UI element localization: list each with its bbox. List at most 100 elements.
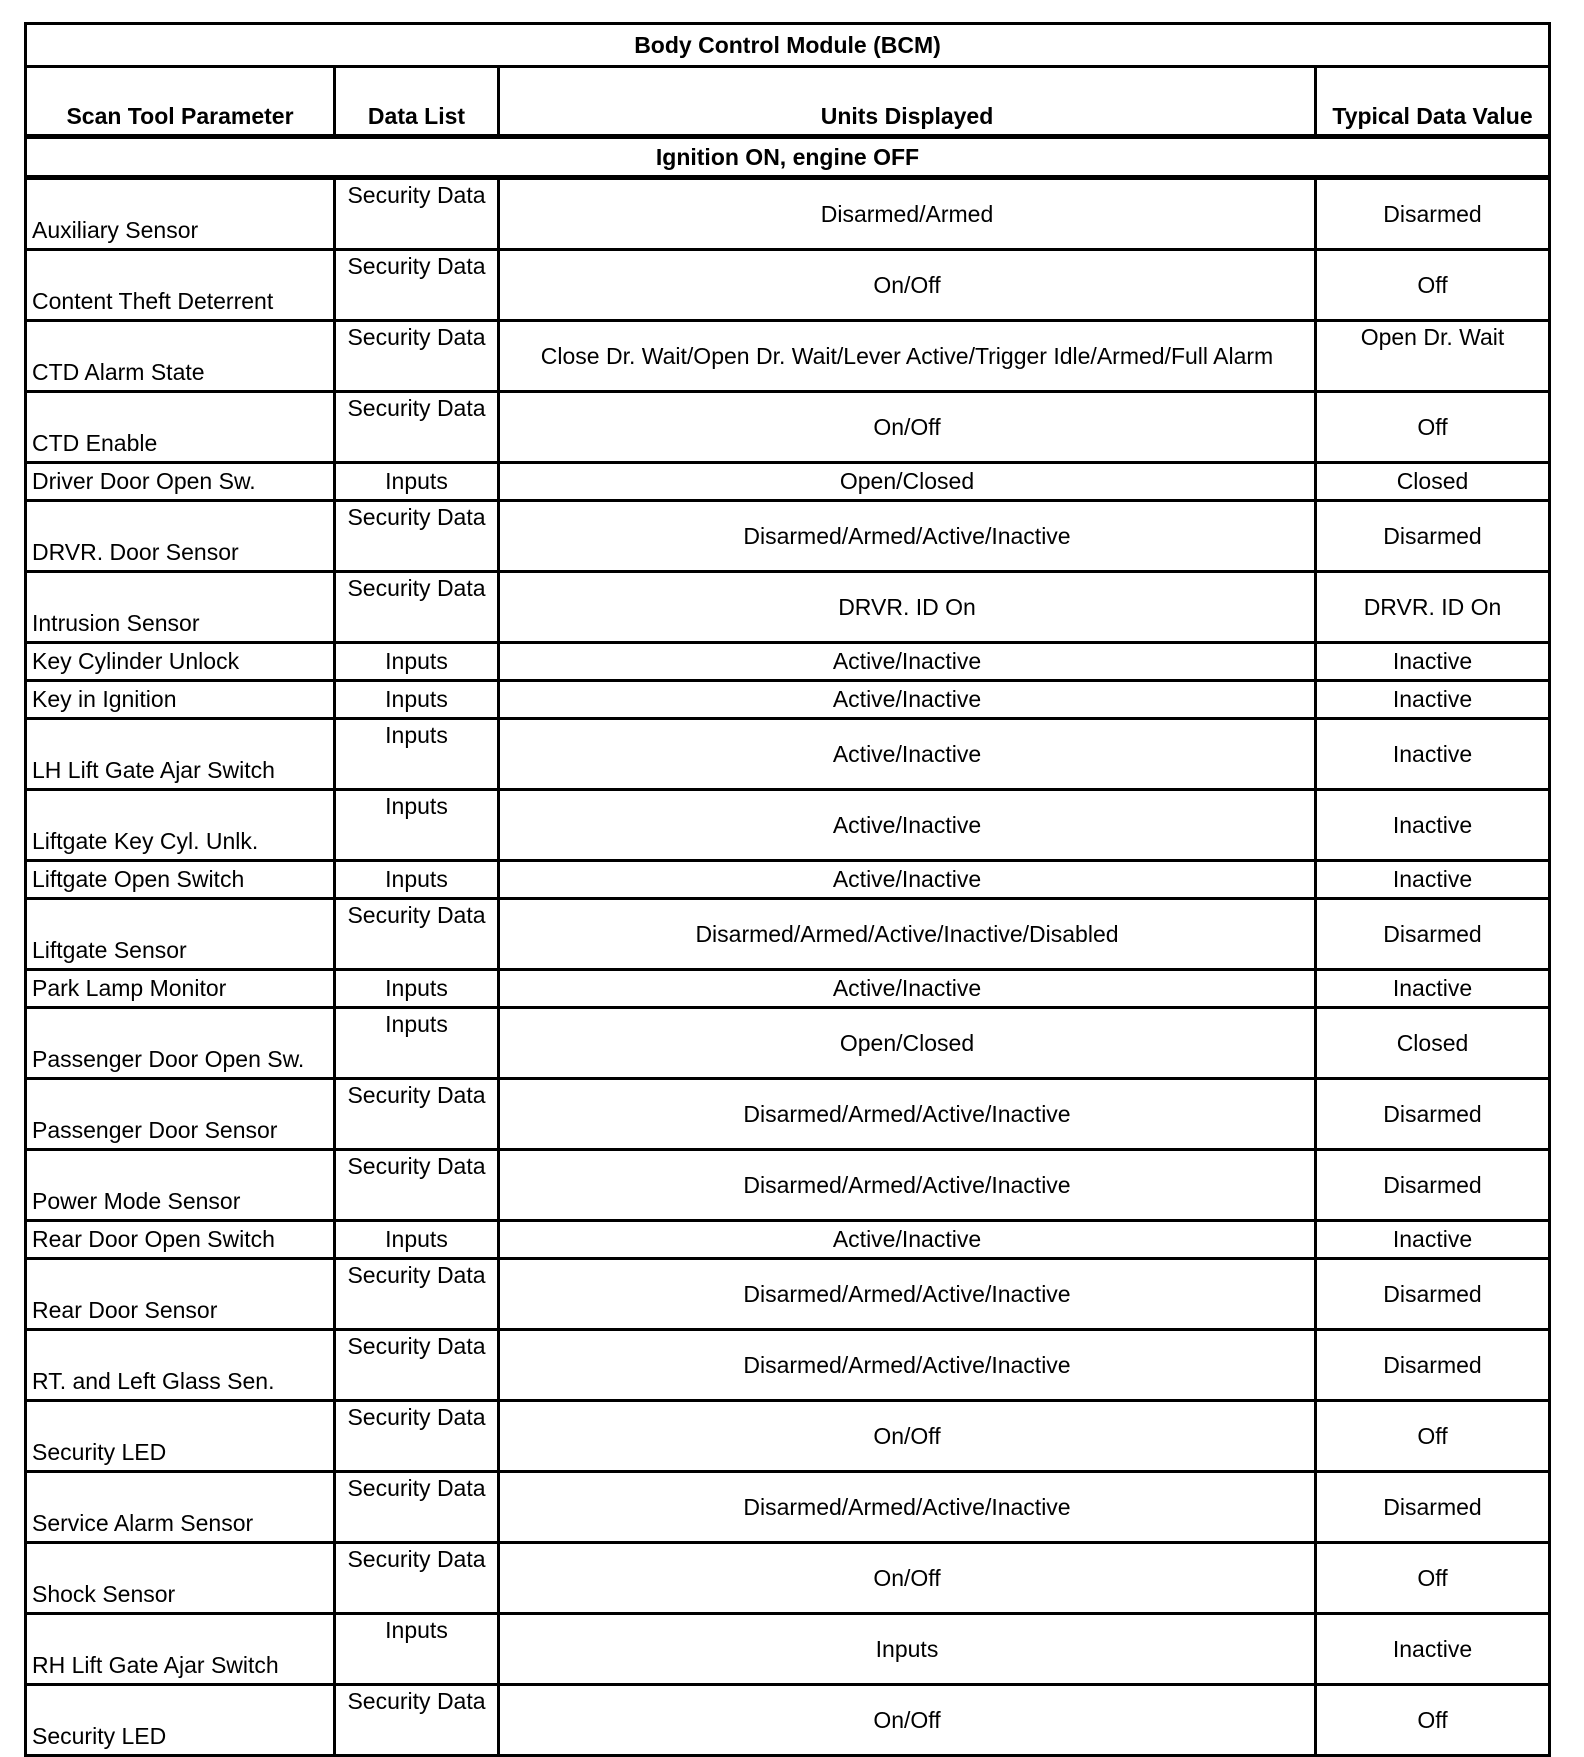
table-title: Body Control Module (BCM) bbox=[24, 22, 1551, 68]
table-row: Intrusion Sensor Security Data DRVR. ID On… bbox=[24, 570, 1551, 644]
data-list-cell: Security Data bbox=[333, 1683, 500, 1757]
units-cell: Active/Inactive bbox=[497, 641, 1317, 682]
parameter-cell: Key Cylinder Unlock bbox=[24, 641, 336, 682]
table-row: Content Theft Deterrent Security Data On/O… bbox=[24, 248, 1551, 322]
parameter-cell: Key in Ignition bbox=[24, 679, 336, 720]
units-cell: Disarmed/Armed/Active/Inactive/Disabled bbox=[497, 897, 1317, 971]
parameter-cell: Park Lamp Monitor bbox=[24, 968, 336, 1009]
typical-value-cell: Inactive bbox=[1314, 641, 1551, 682]
parameter-cell: DRVR. Door Sensor bbox=[24, 499, 336, 573]
typical-value-cell: Inactive bbox=[1314, 859, 1551, 900]
header-data-list: Data List bbox=[333, 65, 500, 138]
data-list-cell: Security Data bbox=[333, 1399, 500, 1473]
parameter-cell: Intrusion Sensor bbox=[24, 570, 336, 644]
typical-value-cell: Closed bbox=[1314, 461, 1551, 502]
data-list-cell: Inputs bbox=[333, 461, 500, 502]
table-row: Passenger Door Sensor Security Data Disarm… bbox=[24, 1077, 1551, 1151]
units-cell: On/Off bbox=[497, 1399, 1317, 1473]
parameter-cell: Shock Sensor bbox=[24, 1541, 336, 1615]
units-cell: On/Off bbox=[497, 1541, 1317, 1615]
typical-value-cell: Disarmed bbox=[1314, 1470, 1551, 1544]
units-cell: Active/Inactive bbox=[497, 968, 1317, 1009]
units-cell: Inputs bbox=[497, 1612, 1317, 1686]
typical-value-cell: Off bbox=[1314, 248, 1551, 322]
typical-value-cell: Inactive bbox=[1314, 1612, 1551, 1686]
table-row: CTD Enable Security Data On/Off Off bbox=[24, 390, 1551, 464]
units-cell: Active/Inactive bbox=[497, 788, 1317, 862]
parameter-cell: RT. and Left Glass Sen. bbox=[24, 1328, 336, 1402]
typical-value-cell: Inactive bbox=[1314, 1219, 1551, 1260]
data-list-cell: Security Data bbox=[333, 1257, 500, 1331]
data-list-cell: Security Data bbox=[333, 176, 500, 251]
table-row: CTD Alarm State Security Data Close Dr. Wa… bbox=[24, 319, 1551, 393]
typical-value-cell: Closed bbox=[1314, 1006, 1551, 1080]
parameter-cell: Content Theft Deterrent bbox=[24, 248, 336, 322]
data-list-cell: Inputs bbox=[333, 679, 500, 720]
data-list-cell: Security Data bbox=[333, 1328, 500, 1402]
typical-value-cell: DRVR. ID On bbox=[1314, 570, 1551, 644]
data-list-cell: Security Data bbox=[333, 499, 500, 573]
data-list-cell: Security Data bbox=[333, 1541, 500, 1615]
typical-value-cell: Disarmed bbox=[1314, 897, 1551, 971]
data-list-cell: Security Data bbox=[333, 1077, 500, 1151]
table-row: Driver Door Open Sw. Inputs Open/Closed Clo… bbox=[24, 461, 1551, 502]
data-list-cell: Inputs bbox=[333, 1612, 500, 1686]
parameter-cell: Power Mode Sensor bbox=[24, 1148, 336, 1222]
table-row: Passenger Door Open Sw. Inputs Open/Closed… bbox=[24, 1006, 1551, 1080]
typical-value-cell: Disarmed bbox=[1314, 176, 1551, 251]
units-cell: On/Off bbox=[497, 390, 1317, 464]
units-cell: Open/Closed bbox=[497, 1006, 1317, 1080]
data-list-cell: Inputs bbox=[333, 1006, 500, 1080]
parameter-cell: RH Lift Gate Ajar Switch bbox=[24, 1612, 336, 1686]
typical-value-cell: Inactive bbox=[1314, 788, 1551, 862]
table-row: DRVR. Door Sensor Security Data Disarmed/A… bbox=[24, 499, 1551, 573]
data-list-cell: Inputs bbox=[333, 968, 500, 1009]
parameter-cell: Service Alarm Sensor bbox=[24, 1470, 336, 1544]
parameter-cell: Security LED bbox=[24, 1399, 336, 1473]
parameter-cell: Passenger Door Open Sw. bbox=[24, 1006, 336, 1080]
units-cell: Disarmed/Armed/Active/Inactive bbox=[497, 1328, 1317, 1402]
parameter-cell: Auxiliary Sensor bbox=[24, 176, 336, 251]
units-cell: Disarmed/Armed/Active/Inactive bbox=[497, 1077, 1317, 1151]
data-list-cell: Inputs bbox=[333, 717, 500, 791]
units-cell: Close Dr. Wait/Open Dr. Wait/Lever Activ… bbox=[497, 319, 1317, 393]
table-row: Liftgate Open Switch Inputs Active/Inactiv… bbox=[24, 859, 1551, 900]
data-list-cell: Inputs bbox=[333, 1219, 500, 1260]
typical-value-cell: Inactive bbox=[1314, 717, 1551, 791]
parameter-cell: CTD Alarm State bbox=[24, 319, 336, 393]
table-row: Key Cylinder Unlock Inputs Active/Inactive… bbox=[24, 641, 1551, 682]
units-cell: Active/Inactive bbox=[497, 679, 1317, 720]
data-list-cell: Security Data bbox=[333, 897, 500, 971]
data-list-cell: Inputs bbox=[333, 788, 500, 862]
units-cell: On/Off bbox=[497, 1683, 1317, 1757]
header-scan-tool-parameter: Scan Tool Parameter bbox=[24, 65, 336, 138]
units-cell: Disarmed/Armed/Active/Inactive bbox=[497, 1470, 1317, 1544]
typical-value-cell: Off bbox=[1314, 1683, 1551, 1757]
table-row: Rear Door Sensor Security Data Disarmed/Ar… bbox=[24, 1257, 1551, 1331]
units-cell: Active/Inactive bbox=[497, 717, 1317, 791]
parameter-cell: Passenger Door Sensor bbox=[24, 1077, 336, 1151]
table-row: Park Lamp Monitor Inputs Active/Inactive In… bbox=[24, 968, 1551, 1009]
typical-value-cell: Inactive bbox=[1314, 968, 1551, 1009]
table-row: RH Lift Gate Ajar Switch Inputs Inputs Inac… bbox=[24, 1612, 1551, 1686]
parameter-cell: Rear Door Sensor bbox=[24, 1257, 336, 1331]
table-row: Auxiliary Sensor Security Data Disarmed/Ar… bbox=[24, 176, 1551, 251]
data-list-cell: Inputs bbox=[333, 641, 500, 682]
units-cell: DRVR. ID On bbox=[497, 570, 1317, 644]
table-row: Security LED Security Data On/Off Off bbox=[24, 1683, 1551, 1757]
bcm-data-table: Body Control Module (BCM) Scan Tool Para… bbox=[24, 22, 1551, 1757]
table-row: Liftgate Key Cyl. Unlk. Inputs Active/Inac… bbox=[24, 788, 1551, 862]
parameter-cell: Liftgate Open Switch bbox=[24, 859, 336, 900]
typical-value-cell: Disarmed bbox=[1314, 1148, 1551, 1222]
parameter-cell: Driver Door Open Sw. bbox=[24, 461, 336, 502]
units-cell: Disarmed/Armed/Active/Inactive bbox=[497, 1148, 1317, 1222]
units-cell: Disarmed/Armed bbox=[497, 176, 1317, 251]
data-list-cell: Security Data bbox=[333, 248, 500, 322]
units-cell: Active/Inactive bbox=[497, 859, 1317, 900]
typical-value-cell: Disarmed bbox=[1314, 1257, 1551, 1331]
table-row: RT. and Left Glass Sen. Security Data Disa… bbox=[24, 1328, 1551, 1402]
typical-value-cell: Off bbox=[1314, 390, 1551, 464]
parameter-cell: Liftgate Sensor bbox=[24, 897, 336, 971]
parameter-cell: Rear Door Open Switch bbox=[24, 1219, 336, 1260]
table-row: Liftgate Sensor Security Data Disarmed/Arm… bbox=[24, 897, 1551, 971]
